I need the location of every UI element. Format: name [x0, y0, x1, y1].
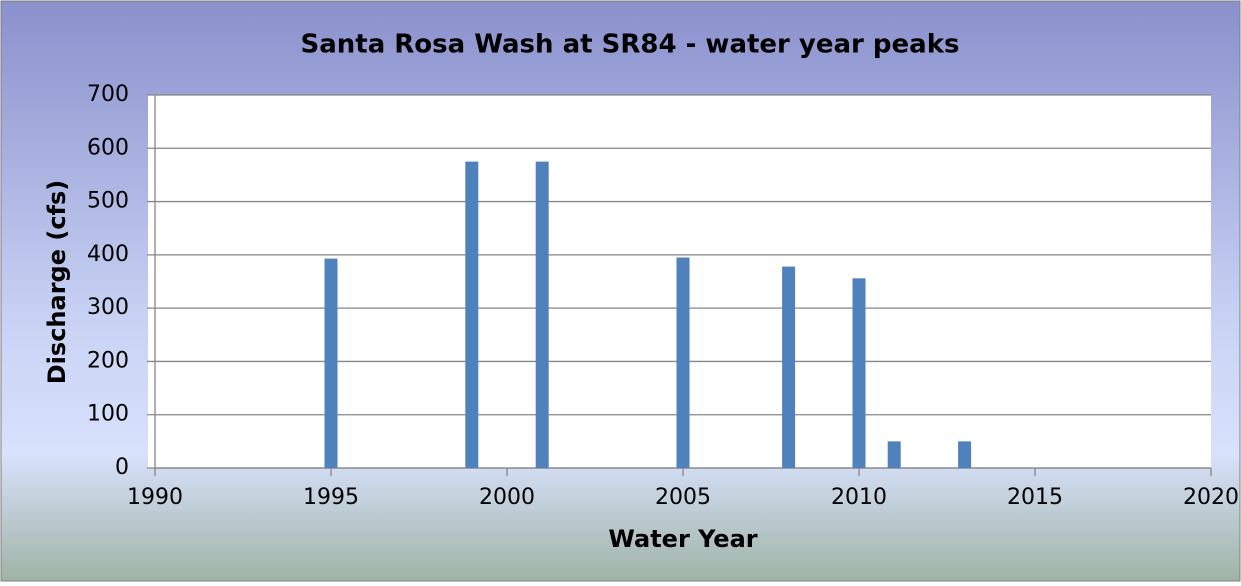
- chart-title: Santa Rosa Wash at SR84 - water year pea…: [300, 30, 959, 60]
- bar: [676, 257, 690, 468]
- y-tick-label: 400: [87, 242, 129, 267]
- x-tick-label: 1995: [303, 485, 359, 510]
- y-tick-label: 300: [87, 295, 129, 320]
- y-tick-label: 700: [87, 82, 129, 107]
- bar: [782, 266, 796, 468]
- x-tick-label: 2005: [655, 485, 711, 510]
- x-axis-label: Water Year: [608, 525, 757, 553]
- bar: [958, 441, 972, 468]
- y-tick-label: 500: [87, 189, 129, 214]
- bar: [535, 161, 549, 468]
- bar: [324, 258, 338, 468]
- y-tick-label: 600: [87, 135, 129, 160]
- bar: [852, 278, 866, 468]
- x-tick-label: 2010: [831, 485, 887, 510]
- y-axis-label: Discharge (cfs): [43, 180, 71, 384]
- x-tick-label: 2000: [479, 485, 535, 510]
- x-tick-label: 2015: [1007, 485, 1063, 510]
- bar: [465, 161, 479, 468]
- x-tick-label: 1990: [127, 485, 183, 510]
- y-tick-label: 200: [87, 348, 129, 373]
- y-tick-label: 0: [115, 455, 129, 480]
- y-tick-label: 100: [87, 402, 129, 427]
- bar: [887, 441, 901, 468]
- x-tick-label: 2020: [1183, 485, 1239, 510]
